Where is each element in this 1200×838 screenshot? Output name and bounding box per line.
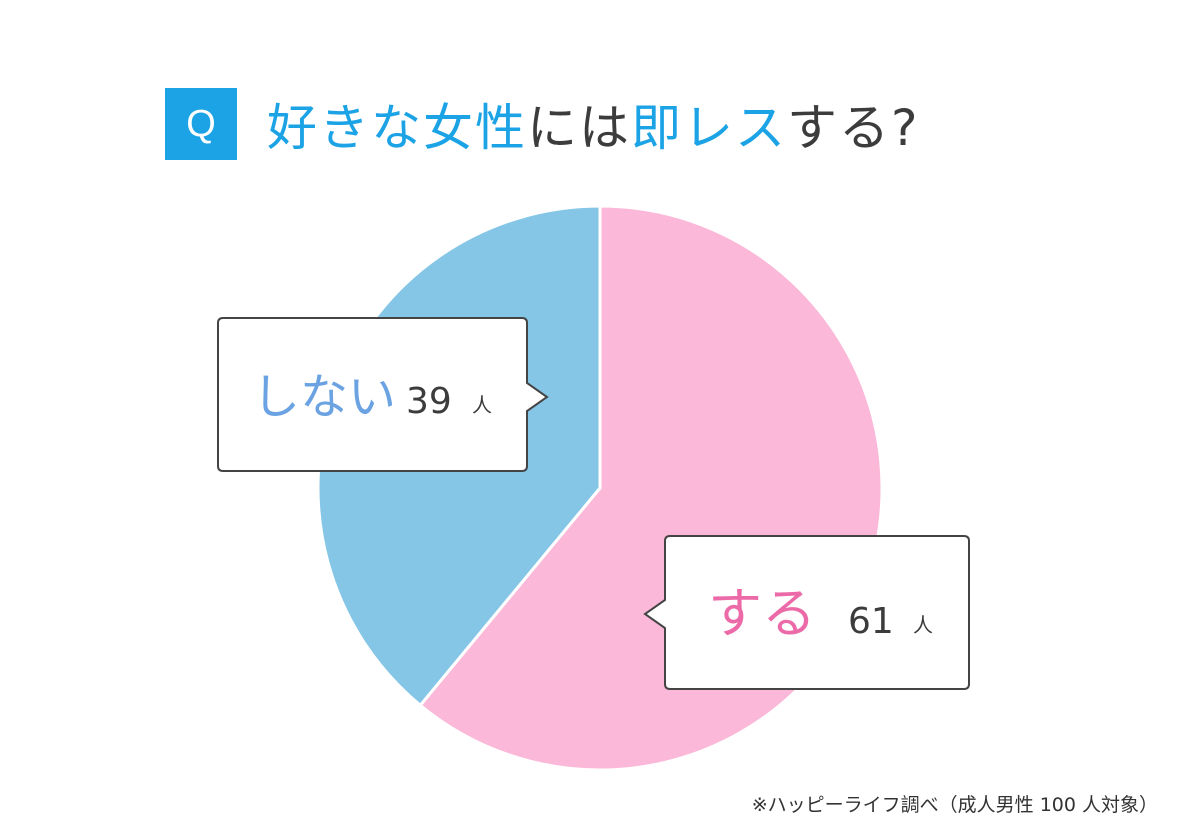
slice-unit-shinai: 人 [472, 393, 492, 417]
slice-unit-suru: 人 [913, 613, 933, 637]
title-part: には [527, 99, 631, 157]
slice-value-suru: 61 [848, 601, 894, 642]
callout-shinai-box [217, 317, 549, 472]
callout-shinai: しない 39 人 [217, 317, 549, 472]
title-text: 好きな女性には即レスする? [267, 88, 920, 160]
callout-suru-box [643, 535, 970, 690]
title-part: 好きな女性 [267, 99, 527, 157]
title-part: する? [787, 99, 920, 157]
slice-value-shinai: 39 [406, 381, 452, 422]
callout-suru: する 61 人 [643, 535, 970, 690]
source-footnote: ※ハッピーライフ調べ（成人男性 100 人対象） [751, 794, 1158, 816]
title-part: 即レス [631, 99, 787, 157]
slice-label-suru: する [708, 582, 816, 645]
slice-label-shinai: しない [252, 369, 396, 425]
chart-title: Q 好きな女性には即レスする? [165, 88, 920, 160]
q-badge: Q [165, 88, 237, 160]
